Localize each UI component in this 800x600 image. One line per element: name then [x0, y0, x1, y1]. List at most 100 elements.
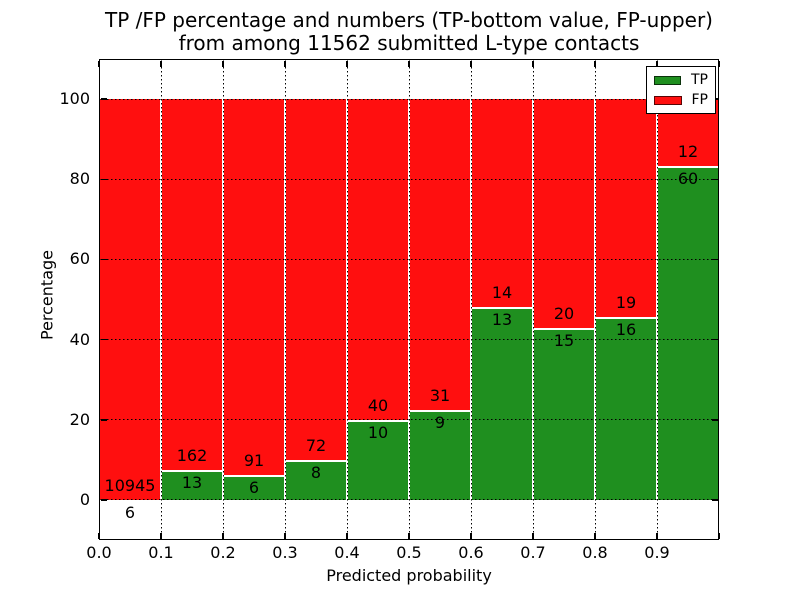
legend-label-tp: TP — [691, 72, 708, 88]
x-tick-label: 0.4 — [334, 543, 360, 562]
fp-count-label: 14 — [491, 282, 513, 302]
x-tick-mark-top — [346, 60, 348, 67]
y-tick-mark — [100, 178, 107, 180]
y-tick-label: 20 — [69, 409, 90, 429]
fp-count-label: 31 — [429, 385, 451, 405]
y-tick-label: 100 — [59, 89, 90, 109]
fp-color-swatch-icon — [654, 95, 682, 105]
chart-title-line2: from among 11562 submitted L-type contac… — [178, 31, 640, 55]
fp-bar-segment — [285, 99, 347, 460]
x-tick-mark — [408, 532, 410, 539]
x-tick-mark — [98, 532, 100, 539]
y-tick-label: 40 — [69, 329, 90, 349]
x-tick-label: 0.3 — [272, 543, 298, 562]
tp-count-label: 6 — [248, 478, 260, 498]
y-tick-mark-right — [711, 499, 718, 501]
x-tick-mark-top — [532, 60, 534, 67]
fp-bar-segment — [223, 99, 285, 476]
v-gridline — [222, 59, 224, 540]
tp-count-label: 6 — [124, 502, 136, 522]
tp-bar-segment — [223, 475, 285, 500]
x-tick-label: 0.1 — [148, 543, 174, 562]
tp-count-label: 13 — [181, 473, 203, 493]
fp-count-label: 72 — [305, 435, 327, 455]
x-tick-mark — [222, 532, 224, 539]
fp-count-label: 20 — [553, 304, 575, 324]
legend-item-fp: FP — [654, 93, 708, 107]
tp-count-label: 10 — [367, 422, 389, 442]
fp-count-label: 162 — [176, 446, 208, 466]
x-tick-mark-top — [98, 60, 100, 67]
y-tick-mark — [100, 419, 107, 421]
tp-count-label: 9 — [434, 412, 446, 432]
x-tick-mark-top — [222, 60, 224, 67]
x-tick-mark-top — [594, 60, 596, 67]
y-tick-mark-right — [711, 178, 718, 180]
y-tick-mark-right — [711, 258, 718, 261]
y-tick-mark — [100, 98, 107, 100]
v-gridline — [532, 59, 534, 540]
fp-bar-segment — [533, 99, 595, 329]
x-tick-mark-top — [160, 60, 162, 67]
y-tick-mark-right — [711, 338, 718, 341]
v-gridline — [160, 59, 162, 540]
x-axis-label: Predicted probability — [326, 566, 492, 585]
x-tick-mark — [532, 532, 534, 539]
y-tick-label: 60 — [69, 249, 90, 269]
x-tick-mark — [160, 532, 162, 539]
x-tick-mark — [470, 532, 472, 539]
x-tick-mark-top — [718, 60, 720, 67]
x-tick-label: 0.8 — [582, 543, 608, 562]
x-tick-mark — [284, 532, 286, 539]
x-tick-mark-top — [284, 60, 286, 67]
legend-label-fp: FP — [691, 92, 709, 108]
y-tick-mark — [100, 338, 107, 341]
v-gridline — [470, 59, 472, 540]
fp-count-label: 10945 — [104, 475, 156, 495]
fp-bar-segment — [99, 99, 161, 500]
x-tick-label: 0.5 — [396, 543, 422, 562]
tp-count-label: 15 — [553, 331, 575, 351]
tp-count-label: 8 — [310, 462, 322, 482]
x-tick-mark-top — [470, 60, 472, 67]
y-tick-mark — [100, 499, 107, 501]
tp-bar-segment — [409, 409, 471, 500]
fp-count-label: 40 — [367, 395, 389, 415]
tp-count-label: 60 — [677, 168, 699, 188]
tp-bar-segment — [471, 306, 533, 500]
fp-count-label: 12 — [677, 141, 699, 161]
tp-bar-segment — [595, 316, 657, 500]
legend: TP FP — [646, 66, 716, 114]
fp-bar-segment — [161, 99, 223, 471]
x-tick-label: 0.2 — [210, 543, 236, 562]
fp-count-label: 91 — [243, 451, 265, 471]
x-tick-mark — [656, 532, 658, 539]
x-tick-mark-top — [656, 60, 658, 67]
tp-bar-segment — [285, 459, 347, 500]
x-tick-mark-top — [408, 60, 410, 67]
legend-item-tp: TP — [654, 73, 708, 87]
v-gridline — [284, 59, 286, 540]
fp-count-label: 19 — [615, 292, 637, 312]
y-tick-label: 0 — [79, 489, 90, 509]
tp-color-swatch-icon — [654, 75, 681, 85]
y-tick-mark — [100, 258, 107, 261]
v-gridline — [656, 59, 658, 540]
v-gridline — [408, 59, 410, 540]
tp-count-label: 16 — [615, 319, 637, 339]
x-tick-mark — [346, 532, 348, 539]
tp-bar-segment — [657, 165, 719, 500]
x-tick-mark — [718, 532, 720, 539]
tp-bar-segment — [99, 499, 161, 502]
tp-count-label: 13 — [491, 309, 513, 329]
v-gridline — [346, 59, 348, 540]
x-tick-label: 0.9 — [644, 543, 670, 562]
fp-bar-segment — [595, 99, 657, 317]
tp-bar-segment — [347, 419, 409, 500]
y-tick-mark-right — [711, 419, 718, 421]
chart-title-line1: TP /FP percentage and numbers (TP-bottom… — [105, 8, 713, 32]
x-tick-label: 0.6 — [458, 543, 484, 562]
fp-bar-segment — [409, 99, 471, 410]
y-axis-label: Percentage — [37, 249, 57, 341]
